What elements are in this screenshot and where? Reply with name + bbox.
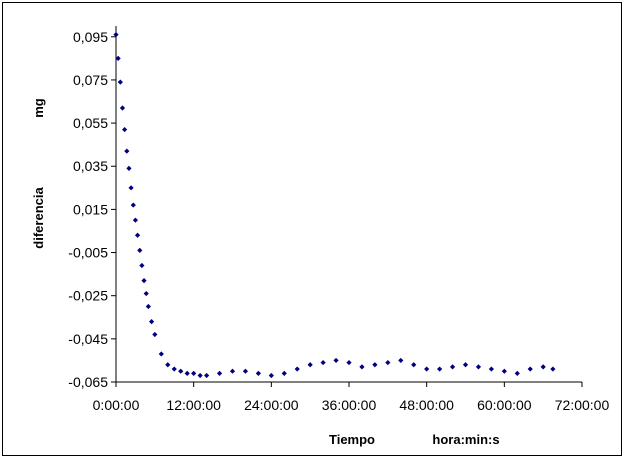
data-point (242, 368, 249, 374)
data-point (126, 165, 132, 171)
data-point (268, 372, 274, 379)
data-point (346, 359, 352, 366)
data-point (462, 362, 469, 368)
data-point (113, 32, 119, 38)
data-point (134, 232, 141, 238)
y-axis-unit: mg (31, 98, 46, 118)
data-point (411, 362, 417, 368)
data-point (398, 357, 404, 364)
y-tick-label: 0,075 (73, 72, 108, 88)
data-point (130, 202, 136, 208)
data-point (501, 368, 507, 374)
y-tick-label: -0,025 (68, 288, 108, 304)
data-point (152, 331, 158, 338)
data-point (229, 368, 236, 374)
data-point (191, 370, 197, 376)
x-axis: 0:00:00 12:00:00 24:00:00 36:00:00 48:00:00 6… (93, 381, 610, 413)
data-point (184, 370, 190, 376)
data-point (216, 370, 223, 376)
data-point (550, 366, 556, 372)
y-tick-label: 0,035 (73, 158, 108, 174)
data-point (488, 366, 494, 372)
chart-frame (2, 2, 622, 456)
data-point (514, 370, 520, 376)
data-point (128, 185, 134, 191)
y-tick-label: 0,015 (73, 201, 108, 217)
data-point (372, 362, 378, 368)
data-point (117, 79, 123, 85)
x-tick-label: 60:00:00 (477, 397, 532, 413)
x-tick-label: 72:00:00 (555, 397, 610, 413)
data-series (113, 32, 556, 379)
data-point (148, 318, 155, 325)
data-point (165, 362, 171, 368)
y-tick-label: 0,095 (73, 29, 108, 45)
x-axis-title: Tiempo (329, 432, 375, 447)
data-point (124, 148, 130, 154)
y-axis: 0,095 0,075 0,055 0,035 0,015 -0,005 -0,025 -0,… (68, 26, 117, 390)
data-point (527, 366, 533, 372)
x-tick-label: 48:00:00 (399, 397, 454, 413)
y-tick-label: -0,045 (68, 331, 108, 347)
data-point (132, 217, 139, 223)
data-point (171, 366, 177, 372)
data-point (281, 370, 287, 376)
data-point (437, 366, 443, 372)
y-tick-label: -0,005 (68, 245, 108, 261)
data-point (320, 359, 326, 366)
data-point (119, 105, 126, 111)
data-point (255, 370, 261, 376)
data-point (178, 368, 184, 374)
data-point (115, 55, 121, 61)
data-point (294, 366, 300, 372)
data-point (141, 277, 147, 284)
data-point (158, 351, 164, 357)
x-axis-unit: hora:min:s (432, 432, 499, 447)
y-tick-label: 0,055 (73, 115, 108, 131)
y-axis-title: diferencia (31, 187, 46, 249)
data-point (385, 359, 391, 366)
data-point (143, 290, 149, 297)
data-point (197, 372, 203, 379)
data-point (307, 362, 313, 368)
data-point (122, 126, 128, 133)
data-point (333, 357, 339, 364)
data-point (359, 364, 365, 370)
x-tick-label: 24:00:00 (244, 397, 299, 413)
data-point (139, 262, 145, 269)
data-point (204, 372, 210, 379)
data-point (424, 366, 430, 372)
data-point (540, 364, 546, 370)
y-tick-label: -0,065 (68, 374, 108, 390)
data-point (475, 364, 482, 370)
data-point (145, 303, 151, 310)
data-point (449, 364, 456, 370)
x-tick-label: 36:00:00 (322, 397, 377, 413)
x-tick-label: 0:00:00 (93, 397, 140, 413)
data-point (137, 247, 143, 253)
x-tick-label: 12:00:00 (166, 397, 221, 413)
